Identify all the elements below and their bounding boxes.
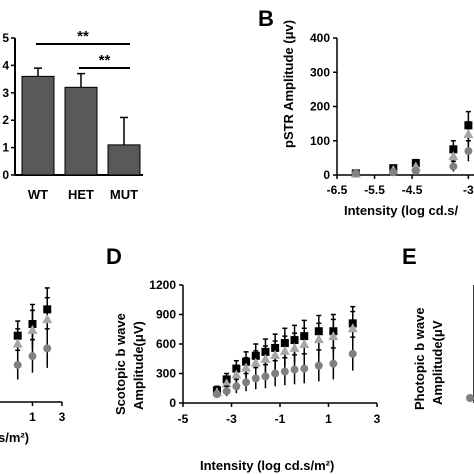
panel-d-circle-point [329, 359, 338, 368]
panel-a-y-tick-label: 2 [2, 113, 9, 127]
panel-b-x-tick-label: -3 [463, 183, 474, 197]
panel-e-y-label-line2: Amplitude(μV [430, 320, 445, 405]
panel-a-x-tick-label: WT [28, 187, 48, 202]
panel-b-circle-point [411, 166, 420, 175]
panel-b: 0 100 200 300 400 -6.5 -5.5 -4.5 -3 Intensity (l… [281, 20, 474, 218]
panel-c: 1 3 s/m²) [0, 287, 66, 445]
panel-c-triangle-point [12, 338, 23, 348]
panel-d-triangle-point [221, 378, 232, 388]
panel-a-x-tick-label: HET [68, 187, 94, 202]
panel-d-triangle-point [250, 357, 261, 367]
panel-b-triangle-point [463, 128, 474, 138]
panel-d-x-tick-label: -5 [178, 412, 189, 426]
panel-b-circle-point [351, 169, 360, 178]
panel-c-triangle-point [42, 314, 53, 324]
panel-a-y-tick-label: 4 [2, 58, 9, 72]
panel-d-circle-point [232, 382, 241, 391]
panel-e-circle-point [466, 394, 474, 402]
panel-d-circle-point [212, 390, 221, 399]
panel-b-y-label: pSTR Amplitude (μv) [281, 20, 296, 148]
panel-d-y-tick-label: 600 [156, 337, 176, 351]
panel-d-circle-point [251, 374, 260, 383]
panel-a-y-tick-label: 3 [2, 86, 9, 100]
panel-a-bar [21, 75, 55, 176]
panel-d-triangle-point [231, 369, 242, 379]
panel-d-x-tick-label: -1 [275, 412, 286, 426]
panel-label-b: B [258, 6, 274, 31]
panel-d-circle-point [348, 349, 357, 358]
panel-c-circle-point [13, 360, 22, 369]
panel-b-triangle-point [448, 151, 459, 161]
panel-a-bar [64, 86, 98, 176]
panel-d-circle-point [261, 372, 270, 381]
panel-c-triangle-point [27, 324, 38, 334]
panel-b-y-tick-label: 0 [323, 168, 330, 182]
panel-c-x-tick-label: 1 [29, 410, 36, 424]
panel-a-x-tick-label: MUT [110, 187, 138, 202]
panel-a-bar [107, 144, 141, 176]
panel-d-triangle-point [279, 345, 290, 355]
panel-d-x-tick-label: 3 [374, 412, 381, 426]
panel-d-triangle-point [270, 349, 281, 359]
panel-a-y-tick-label: 1 [2, 141, 9, 155]
panel-a: 0 1 2 3 4 5 WT HET MUT ** ** [2, 28, 143, 202]
panel-d-triangle-point [289, 342, 300, 352]
panel-c-x-label: s/m²) [0, 430, 29, 445]
panel-b-circle-point [389, 168, 398, 177]
panel-d-circle-point [271, 369, 280, 378]
panel-b-x-tick-label: -6.5 [327, 183, 348, 197]
panel-a-significance-label: ** [99, 52, 111, 69]
panel-d-triangle-point [313, 334, 324, 344]
panel-d-circle-point [242, 378, 251, 387]
panel-b-y-tick-label: 200 [310, 100, 330, 114]
panel-d-y-label-line2: Amplitude(μV) [131, 321, 146, 410]
panel-d-circle-point [290, 365, 299, 374]
panel-c-circle-point [43, 344, 52, 353]
panel-c-circle-point [28, 352, 37, 361]
panel-d-y-tick-label: 1200 [149, 278, 176, 292]
panel-b-circle-point [449, 162, 458, 171]
panel-d-circle-point [314, 361, 323, 370]
panel-d-triangle-point [328, 331, 339, 341]
panel-d-x-tick-label: 1 [325, 412, 332, 426]
panel-d-triangle-point [299, 339, 310, 348]
panel-d-y-tick-label: 300 [156, 367, 176, 381]
panel-b-x-label: Intensity (log cd.s/ [344, 203, 459, 218]
panel-label-d: D [106, 244, 122, 269]
panel-d-y-label-line1: Scotopic b wave [113, 313, 128, 415]
panel-a-y-tick-label: 5 [2, 31, 9, 45]
panel-b-x-tick-label: -5.5 [364, 183, 385, 197]
panel-d-x-tick-label: -3 [226, 412, 237, 426]
panel-d-triangle-point [260, 353, 271, 363]
panel-a-y-tick-label: 0 [2, 168, 9, 182]
panel-label-e: E [402, 244, 417, 269]
panel-b-circle-point [464, 147, 473, 156]
panel-d-x-label: Intensity (log cd.s/m²) [200, 458, 334, 473]
panel-e-y-label-line1: Photopic b wave [412, 307, 427, 410]
panel-d-triangle-point [241, 362, 252, 372]
panel-d-circle-point [280, 367, 289, 376]
panel-d-y-tick-label: 900 [156, 308, 176, 322]
panel-d-circle-point [222, 387, 231, 396]
panel-a-significance-label: ** [77, 28, 89, 45]
panel-d: 0 300 600 900 1200 -5 -3 -1 1 3 Intensity (log cd… [113, 278, 381, 473]
panel-c-x-tick-label: 3 [59, 410, 66, 424]
panel-d-circle-point [300, 364, 309, 373]
panel-b-y-tick-label: 300 [310, 65, 330, 79]
panel-b-y-tick-label: 400 [310, 31, 330, 45]
panel-d-triangle-point [347, 323, 358, 333]
panel-b-y-tick-label: 100 [310, 134, 330, 148]
panel-d-y-tick-label: 0 [169, 396, 176, 410]
panel-b-x-tick-label: -4.5 [402, 183, 423, 197]
